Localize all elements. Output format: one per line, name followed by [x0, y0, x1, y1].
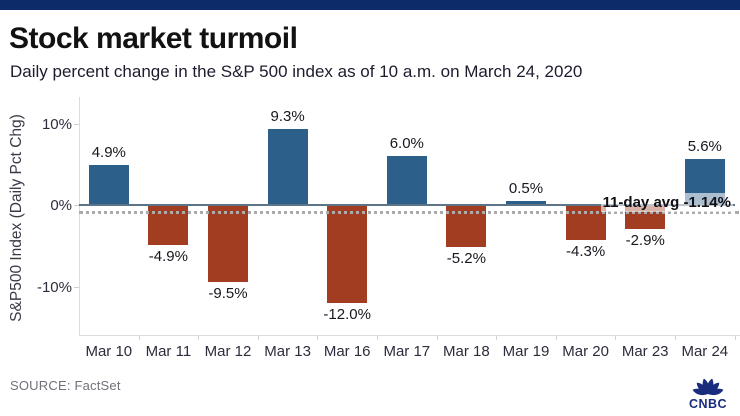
peacock-icon: [692, 378, 724, 396]
x-axis-tick: [555, 335, 557, 340]
x-label-mar-19: Mar 19: [502, 343, 550, 360]
value-label-mar-16: -12.0%: [323, 305, 371, 323]
bar-mar-19: [506, 200, 546, 205]
bar-mar-16: [327, 205, 368, 303]
x-axis-tick: [496, 335, 498, 340]
value-label-mar-23: -2.9%: [625, 231, 665, 249]
cnbc-logo: CNBC: [689, 378, 727, 411]
x-axis-tick: [257, 335, 259, 340]
x-axis-tick: [317, 335, 319, 340]
top-accent-bar: [0, 0, 740, 10]
y-tick-mark: [74, 286, 79, 288]
page-subtitle: Daily percent change in the S&P 500 inde…: [10, 62, 583, 81]
x-axis-tick: [138, 335, 140, 340]
x-label-mar-11: Mar 11: [145, 343, 192, 360]
bar-mar-12: [208, 205, 248, 283]
x-label-mar-10: Mar 10: [85, 343, 133, 360]
y-tick-mark: [74, 205, 79, 206]
x-label-mar-13: Mar 13: [264, 343, 311, 360]
x-label-mar-24: Mar 24: [681, 343, 729, 360]
x-axis-tick: [615, 335, 617, 340]
x-axis-line: [79, 335, 740, 336]
x-label-mar-12: Mar 12: [204, 343, 252, 360]
x-axis-tick: [436, 335, 438, 340]
avg-dotted-line: [79, 211, 739, 214]
value-label-mar-10: 4.9%: [91, 144, 126, 162]
cnbc-logo-text: CNBC: [689, 397, 727, 411]
y-axis-title: S&P500 Index (Daily Pct Chg): [8, 114, 25, 322]
bar-mar-17: [386, 156, 427, 205]
bar-mar-20: [565, 205, 606, 241]
x-axis-tick: [734, 335, 736, 340]
source-label: SOURCE: FactSet: [10, 378, 121, 393]
y-tick-label-0%: 0%: [50, 197, 72, 214]
y-axis-line: [79, 97, 80, 335]
page-title: Stock market turmoil: [9, 22, 298, 55]
x-axis-tick: [675, 335, 676, 340]
value-label-mar-17: 6.0%: [389, 135, 424, 153]
value-label-mar-24: 5.6%: [687, 138, 722, 156]
value-label-mar-12: -9.5%: [208, 285, 248, 303]
bar-mar-13: [267, 129, 308, 205]
value-label-mar-19: 0.5%: [508, 179, 544, 197]
value-label-mar-13: 9.3%: [270, 108, 305, 126]
x-axis-tick: [198, 335, 200, 340]
x-label-mar-18: Mar 18: [443, 343, 490, 360]
x-axis-tick: [377, 335, 378, 340]
value-label-mar-20: -4.3%: [566, 243, 606, 261]
y-tick-mark: [74, 123, 79, 125]
value-label-mar-18: -5.2%: [446, 250, 486, 268]
x-label-mar-20: Mar 20: [562, 343, 609, 360]
zero-line: [79, 204, 735, 206]
x-label-mar-17: Mar 17: [383, 343, 431, 360]
value-label-mar-11: -4.9%: [148, 247, 188, 265]
y-tick-label--10%: -10%: [36, 278, 72, 296]
x-label-mar-16: Mar 16: [323, 343, 371, 360]
avg-annotation: 11-day avg -1.14%: [600, 193, 733, 212]
bar-mar-10: [88, 165, 129, 205]
y-tick-label-10%: 10%: [41, 115, 72, 133]
x-label-mar-23: Mar 23: [621, 343, 669, 360]
